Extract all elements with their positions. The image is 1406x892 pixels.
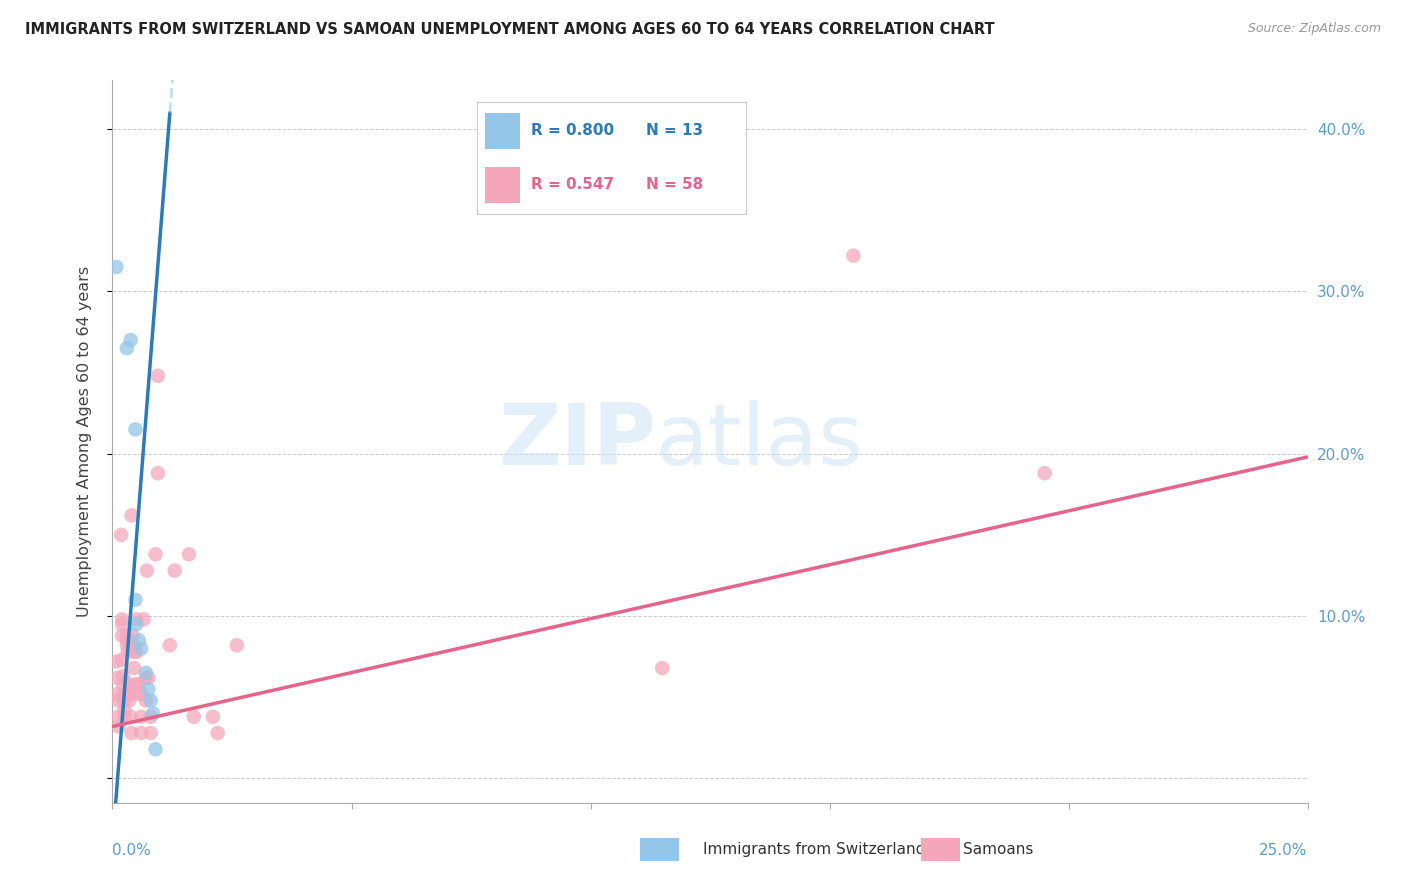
- Point: [107, 710, 129, 724]
- Text: Immigrants from Switzerland: Immigrants from Switzerland: [703, 842, 925, 856]
- Point: [225, 638, 247, 652]
- Point: [120, 710, 142, 724]
- Point: [110, 528, 132, 542]
- Point: [107, 693, 129, 707]
- Point: [114, 703, 135, 717]
- Point: [105, 687, 128, 701]
- Text: ZIP: ZIP: [499, 400, 657, 483]
- Point: [105, 260, 128, 274]
- Point: [111, 653, 134, 667]
- Point: [117, 645, 139, 659]
- Text: Source: ZipAtlas.com: Source: ZipAtlas.com: [1247, 22, 1381, 36]
- Point: [128, 633, 150, 648]
- Point: [115, 638, 138, 652]
- Point: [120, 333, 142, 347]
- Point: [121, 629, 143, 643]
- Point: [111, 612, 134, 626]
- Point: [135, 665, 157, 680]
- Point: [124, 677, 146, 691]
- Point: [105, 671, 128, 685]
- Point: [135, 693, 157, 707]
- Point: [129, 641, 152, 656]
- Point: [118, 687, 141, 701]
- Point: [177, 548, 200, 562]
- Point: [139, 710, 162, 724]
- Point: [145, 548, 167, 562]
- Point: [105, 655, 128, 669]
- Point: [124, 592, 146, 607]
- Point: [129, 687, 152, 701]
- Point: [128, 677, 150, 691]
- Text: atlas: atlas: [657, 400, 865, 483]
- Point: [125, 687, 148, 701]
- Point: [129, 726, 152, 740]
- Point: [118, 693, 141, 707]
- Y-axis label: Unemployment Among Ages 60 to 64 years: Unemployment Among Ages 60 to 64 years: [77, 266, 91, 617]
- Point: [121, 726, 143, 740]
- Point: [142, 706, 165, 721]
- Point: [111, 629, 134, 643]
- Point: [139, 693, 162, 707]
- Text: Samoans: Samoans: [963, 842, 1033, 856]
- Point: [842, 249, 865, 263]
- Text: 0.0%: 0.0%: [112, 843, 152, 857]
- Point: [115, 632, 138, 646]
- Point: [122, 638, 145, 652]
- Point: [139, 726, 162, 740]
- Point: [124, 422, 146, 436]
- Point: [207, 726, 229, 740]
- Point: [112, 687, 135, 701]
- Point: [146, 466, 169, 480]
- Point: [146, 368, 169, 383]
- Point: [111, 677, 134, 691]
- Point: [145, 742, 167, 756]
- Point: [125, 612, 148, 626]
- Point: [135, 564, 157, 578]
- Point: [138, 671, 160, 685]
- Point: [138, 682, 160, 697]
- Point: [107, 719, 129, 733]
- Point: [115, 629, 138, 643]
- Point: [122, 645, 145, 659]
- Point: [125, 645, 148, 659]
- Point: [651, 661, 673, 675]
- Point: [114, 710, 135, 724]
- Point: [183, 710, 205, 724]
- Point: [159, 638, 181, 652]
- Point: [111, 617, 134, 632]
- Point: [135, 671, 157, 685]
- Point: [1033, 466, 1056, 480]
- Point: [122, 661, 145, 675]
- Point: [201, 710, 224, 724]
- Point: [112, 693, 135, 707]
- Text: 25.0%: 25.0%: [1260, 843, 1308, 857]
- Point: [121, 508, 143, 523]
- Point: [129, 710, 152, 724]
- Point: [117, 677, 139, 691]
- Point: [115, 341, 138, 355]
- Point: [111, 669, 134, 683]
- Text: IMMIGRANTS FROM SWITZERLAND VS SAMOAN UNEMPLOYMENT AMONG AGES 60 TO 64 YEARS COR: IMMIGRANTS FROM SWITZERLAND VS SAMOAN UN…: [25, 22, 995, 37]
- Point: [125, 617, 148, 632]
- Point: [163, 564, 186, 578]
- Point: [132, 612, 155, 626]
